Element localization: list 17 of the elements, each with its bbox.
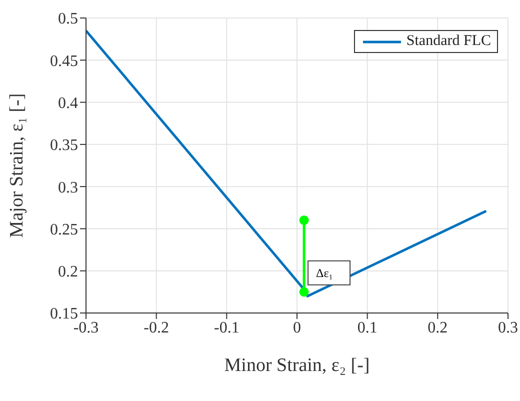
y-tick-label: 0.25: [50, 221, 78, 238]
y-tick-label: 0.4: [58, 94, 78, 112]
x-tick-label: 0: [293, 319, 301, 336]
x-tick-label: 0.2: [428, 319, 448, 336]
y-tick-label: 0.2: [58, 264, 78, 281]
y-tick-label: 0.45: [50, 52, 78, 70]
y-axis-title: Major Strain, ε₁ [-]: [6, 93, 28, 238]
legend-label: Standard FLC: [406, 33, 491, 50]
x-axis-title: Minor Strain, ε₂ [-]: [224, 355, 370, 376]
y-tick-label: 0.35: [50, 137, 78, 154]
y-tick-label: 0.3: [58, 179, 78, 196]
y-tick-label: 0.5: [58, 10, 78, 28]
x-tick-label: -0.1: [214, 319, 240, 336]
x-tick-label: -0.2: [144, 319, 169, 336]
x-tick-label: 0.1: [357, 319, 378, 336]
x-tick-label: 0.3: [498, 319, 518, 336]
annotation: Δε₁: [316, 266, 333, 280]
